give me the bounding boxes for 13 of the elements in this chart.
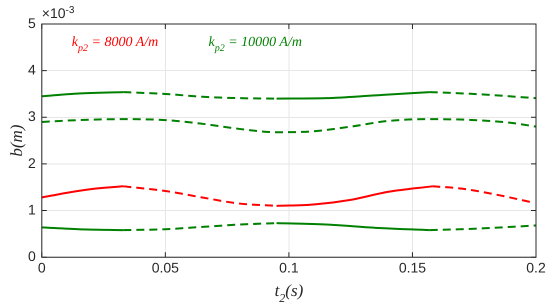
y-tick-label: 5 bbox=[28, 14, 36, 31]
y-tick-label: 0 bbox=[28, 248, 36, 264]
y-tick-label: 1 bbox=[28, 201, 36, 218]
y-axis-title: b(m) bbox=[7, 124, 26, 157]
x-tick-label: 0.1 bbox=[279, 259, 299, 276]
line-series bbox=[42, 118, 536, 134]
x-tick-label: 0 bbox=[38, 259, 46, 276]
y-tick-label: 4 bbox=[28, 62, 36, 78]
x-tick-label: 0.15 bbox=[398, 259, 426, 276]
x-tick-label: 0.05 bbox=[152, 259, 180, 276]
y-tick-label: 3 bbox=[28, 108, 36, 124]
y-tick-label: 2 bbox=[28, 154, 36, 171]
x-tick-label: 0.2 bbox=[526, 259, 546, 276]
